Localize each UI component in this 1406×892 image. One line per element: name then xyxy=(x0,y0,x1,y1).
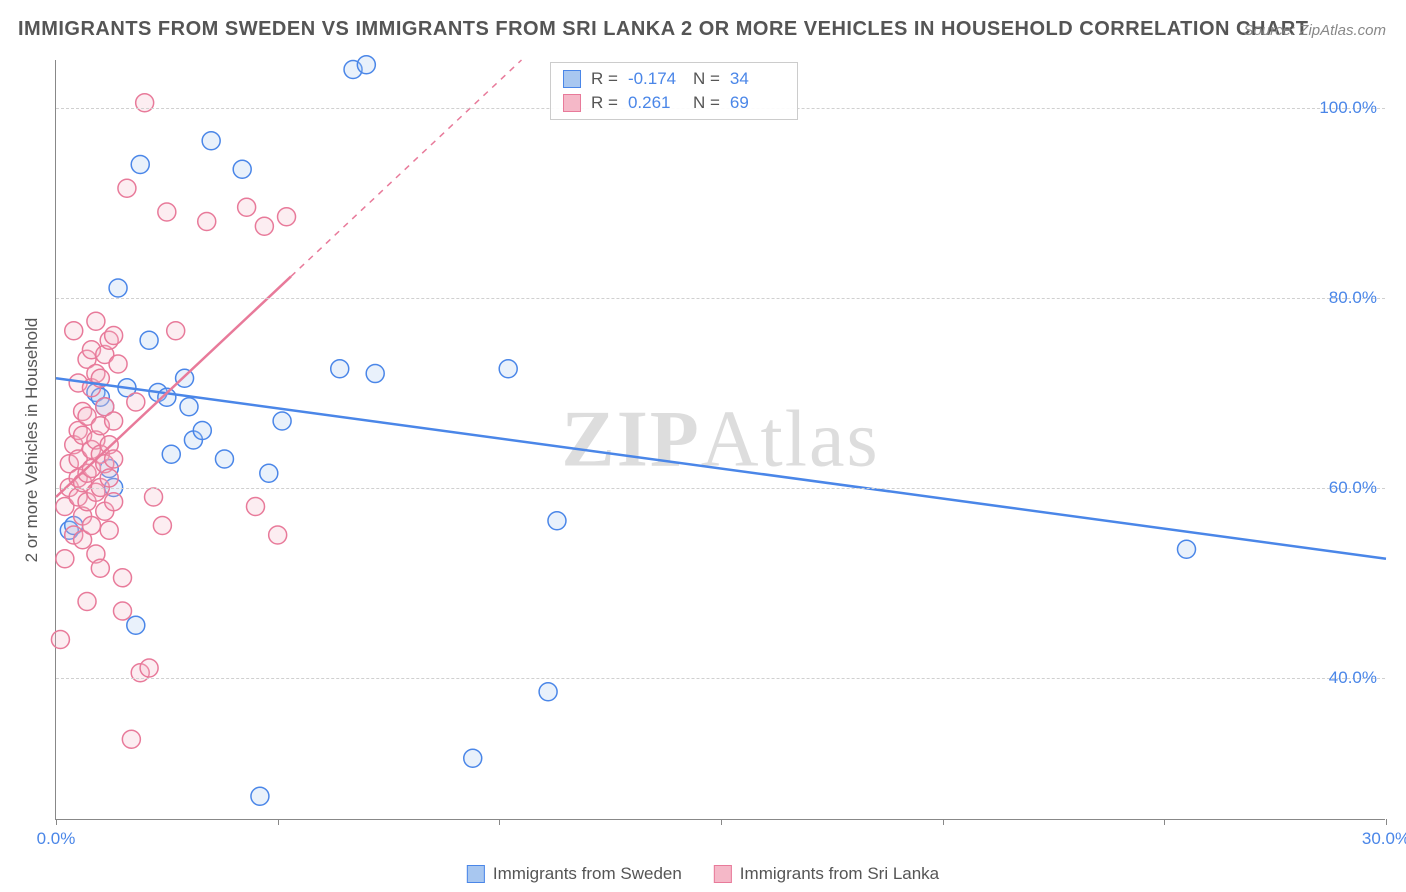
legend-swatch xyxy=(467,865,485,883)
scatter-point xyxy=(140,659,158,677)
scatter-point xyxy=(122,730,140,748)
scatter-point xyxy=(539,683,557,701)
scatter-point xyxy=(114,569,132,587)
gridline xyxy=(56,298,1385,299)
scatter-point xyxy=(202,132,220,150)
stats-n-value: 34 xyxy=(730,69,785,89)
scatter-point xyxy=(87,312,105,330)
plot-area: ZIPAtlas 40.0%60.0%80.0%100.0%0.0%30.0% xyxy=(55,60,1385,820)
scatter-point xyxy=(109,355,127,373)
scatter-point xyxy=(56,550,74,568)
stats-box: R = -0.174 N = 34 R = 0.261 N = 69 xyxy=(550,62,798,120)
stats-n-label: N = xyxy=(693,69,720,89)
chart-container: IMMIGRANTS FROM SWEDEN VS IMMIGRANTS FRO… xyxy=(0,0,1406,892)
scatter-point xyxy=(65,322,83,340)
scatter-point xyxy=(136,94,154,112)
stats-r-value: -0.174 xyxy=(628,69,683,89)
regression-line xyxy=(56,378,1386,559)
scatter-point xyxy=(238,198,256,216)
scatter-point xyxy=(278,208,296,226)
legend-swatch xyxy=(563,94,581,112)
scatter-point xyxy=(127,393,145,411)
scatter-point xyxy=(251,787,269,805)
scatter-point xyxy=(127,616,145,634)
scatter-point xyxy=(114,602,132,620)
scatter-point xyxy=(100,469,118,487)
y-tick-label: 80.0% xyxy=(1329,288,1377,308)
y-axis-label: 2 or more Vehicles in Household xyxy=(22,318,42,563)
stats-n-value: 69 xyxy=(730,93,785,113)
stats-r-value: 0.261 xyxy=(628,93,683,113)
scatter-point xyxy=(273,412,291,430)
scatter-point xyxy=(357,56,375,74)
scatter-point xyxy=(499,360,517,378)
scatter-point xyxy=(255,217,273,235)
x-tick xyxy=(943,819,944,825)
x-tick xyxy=(278,819,279,825)
legend-label: Immigrants from Sweden xyxy=(493,864,682,884)
scatter-point xyxy=(109,279,127,297)
stats-r-label: R = xyxy=(591,69,618,89)
scatter-point xyxy=(215,450,233,468)
scatter-point xyxy=(78,593,96,611)
legend-swatch xyxy=(563,70,581,88)
scatter-point xyxy=(167,322,185,340)
x-tick xyxy=(56,819,57,825)
scatter-point xyxy=(247,498,265,516)
x-tick xyxy=(721,819,722,825)
stats-r-label: R = xyxy=(591,93,618,113)
scatter-point xyxy=(162,445,180,463)
chart-title: IMMIGRANTS FROM SWEDEN VS IMMIGRANTS FRO… xyxy=(18,18,1309,41)
stats-row: R = 0.261 N = 69 xyxy=(563,91,785,115)
scatter-point xyxy=(100,521,118,539)
regression-line-dashed xyxy=(291,60,522,276)
scatter-point xyxy=(51,631,69,649)
y-tick-label: 60.0% xyxy=(1329,478,1377,498)
scatter-point xyxy=(105,327,123,345)
x-tick xyxy=(1386,819,1387,825)
x-tick xyxy=(499,819,500,825)
scatter-point xyxy=(105,493,123,511)
plot-svg xyxy=(56,60,1385,819)
scatter-point xyxy=(260,464,278,482)
scatter-point xyxy=(366,365,384,383)
x-tick xyxy=(1164,819,1165,825)
stats-row: R = -0.174 N = 34 xyxy=(563,67,785,91)
legend-item: Immigrants from Sweden xyxy=(467,864,682,884)
scatter-point xyxy=(464,749,482,767)
legend-swatch xyxy=(714,865,732,883)
x-tick-label: 30.0% xyxy=(1362,829,1406,849)
scatter-point xyxy=(180,398,198,416)
scatter-point xyxy=(82,517,100,535)
legend-item: Immigrants from Sri Lanka xyxy=(714,864,939,884)
scatter-point xyxy=(158,203,176,221)
scatter-point xyxy=(105,412,123,430)
scatter-point xyxy=(198,213,216,231)
scatter-point xyxy=(145,488,163,506)
y-tick-label: 40.0% xyxy=(1329,668,1377,688)
scatter-point xyxy=(105,450,123,468)
source-label: Source: ZipAtlas.com xyxy=(1243,22,1386,39)
scatter-point xyxy=(153,517,171,535)
scatter-point xyxy=(269,526,287,544)
scatter-point xyxy=(1178,540,1196,558)
legend-bottom: Immigrants from Sweden Immigrants from Sr… xyxy=(467,864,939,884)
scatter-point xyxy=(548,512,566,530)
scatter-point xyxy=(193,422,211,440)
scatter-point xyxy=(131,156,149,174)
scatter-point xyxy=(91,559,109,577)
scatter-point xyxy=(140,331,158,349)
x-tick-label: 0.0% xyxy=(37,829,76,849)
scatter-point xyxy=(331,360,349,378)
gridline xyxy=(56,678,1385,679)
y-tick-label: 100.0% xyxy=(1319,98,1377,118)
stats-n-label: N = xyxy=(693,93,720,113)
scatter-point xyxy=(118,179,136,197)
gridline xyxy=(56,488,1385,489)
scatter-point xyxy=(233,160,251,178)
legend-label: Immigrants from Sri Lanka xyxy=(740,864,939,884)
